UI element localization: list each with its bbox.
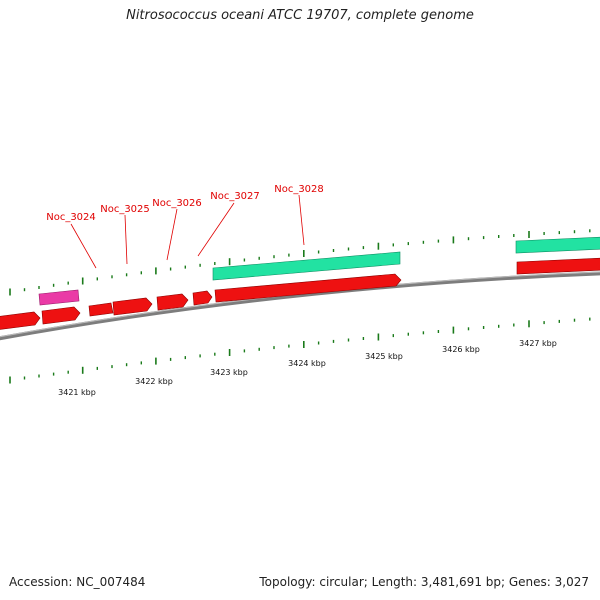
- scale-label-3423: 3423 kbp: [210, 368, 248, 377]
- inner-tick-track: [9, 317, 591, 384]
- gene-label-leaders: [70, 194, 305, 269]
- gene-reverse-8[interactable]: [516, 257, 600, 275]
- map-title: Nitrosococcus oceani ATCC 19707, complet…: [126, 8, 474, 23]
- gene-noc-3028-forward[interactable]: [212, 251, 401, 281]
- rna-gene-noc-3024[interactable]: [38, 289, 80, 306]
- gene-reverse-1[interactable]: [0, 311, 41, 330]
- gene-label-noc-3028[interactable]: Noc_3028: [274, 184, 324, 195]
- genome-backbone-highlight: [0, 271, 600, 338]
- gene-reverse-4[interactable]: [112, 297, 153, 316]
- leader-noc-3028: [298, 194, 305, 246]
- gene-label-noc-3024[interactable]: Noc_3024: [46, 212, 96, 223]
- leader-noc-3026: [166, 208, 178, 261]
- scale-label-3426: 3426 kbp: [442, 345, 480, 354]
- outer-tick-track: [9, 229, 591, 296]
- gene-label-noc-3025[interactable]: Noc_3025: [100, 204, 150, 215]
- gene-reverse-7[interactable]: [214, 273, 402, 303]
- gene-label-noc-3026[interactable]: Noc_3026: [152, 198, 202, 209]
- gene-reverse-3[interactable]: [88, 302, 114, 317]
- scale-label-3424: 3424 kbp: [288, 359, 326, 368]
- accession-label: Accession: NC_007484: [9, 575, 146, 589]
- scale-label-3421: 3421 kbp: [58, 388, 96, 397]
- gene-reverse-2[interactable]: [41, 306, 81, 325]
- reverse-strand-genes: [0, 257, 600, 330]
- forward-strand-genes: [212, 236, 600, 281]
- gene-labels: Noc_3024 Noc_3025 Noc_3026 Noc_3027 Noc_…: [46, 184, 324, 223]
- gene-forward-right[interactable]: [515, 236, 600, 254]
- gene-reverse-6[interactable]: [192, 290, 213, 306]
- genome-backbone: [0, 271, 600, 341]
- scale-label-3425: 3425 kbp: [365, 352, 403, 361]
- leader-noc-3027: [197, 202, 235, 257]
- gene-label-noc-3027[interactable]: Noc_3027: [210, 191, 260, 202]
- leader-noc-3024: [70, 223, 97, 269]
- leader-noc-3025: [124, 214, 128, 265]
- scale-label-3427: 3427 kbp: [519, 339, 557, 348]
- genome-summary: Topology: circular; Length: 3,481,691 bp…: [259, 575, 589, 589]
- scale-labels: 3421 kbp 3422 kbp 3423 kbp 3424 kbp 3425…: [58, 339, 557, 397]
- scale-label-3422: 3422 kbp: [135, 377, 173, 386]
- gene-reverse-5[interactable]: [156, 293, 189, 311]
